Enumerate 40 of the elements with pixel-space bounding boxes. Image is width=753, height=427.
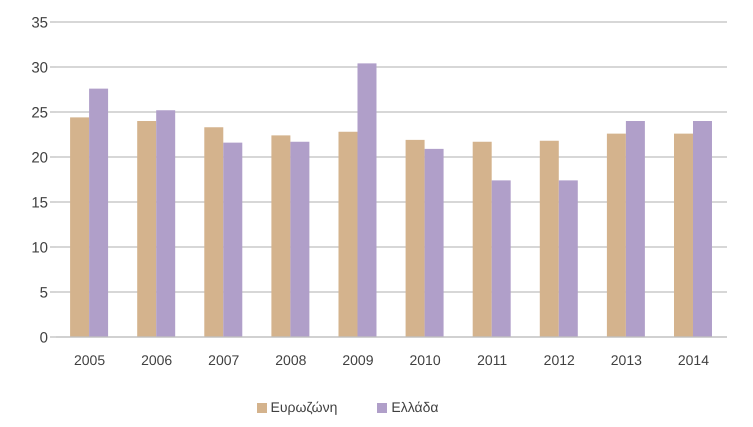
bar xyxy=(223,142,242,337)
x-tick-label: 2014 xyxy=(678,352,710,368)
legend-label: Ελλάδα xyxy=(391,399,438,415)
x-tick-label: 2009 xyxy=(342,352,374,368)
bar xyxy=(540,140,559,337)
y-tick-label: 30 xyxy=(31,59,48,76)
x-tick-label: 2010 xyxy=(409,352,441,368)
bar xyxy=(290,142,310,337)
bar xyxy=(137,121,156,337)
bar xyxy=(492,180,511,337)
bar xyxy=(472,142,492,337)
legend-label: Ευρωζώνη xyxy=(270,399,338,415)
x-tick-label: 2008 xyxy=(275,352,307,368)
bar xyxy=(204,127,224,337)
bar xyxy=(406,140,425,337)
bar xyxy=(89,88,108,337)
bar xyxy=(70,117,90,337)
bar xyxy=(271,135,290,337)
bar xyxy=(626,121,645,337)
bar xyxy=(606,134,626,337)
x-tick-label: 2006 xyxy=(141,352,172,368)
x-tick-label: 2011 xyxy=(477,352,508,368)
x-tick-label: 2013 xyxy=(610,352,642,368)
y-tick-label: 20 xyxy=(31,149,48,166)
x-tick-label: 2012 xyxy=(544,352,576,368)
y-tick-label: 0 xyxy=(40,329,48,346)
bar xyxy=(424,148,444,337)
bar xyxy=(692,121,712,337)
y-tick-label: 5 xyxy=(40,284,48,302)
bar xyxy=(156,110,176,337)
x-tick-label: 2005 xyxy=(74,352,106,368)
x-tick-label: 2007 xyxy=(208,352,240,368)
y-tick-label: 25 xyxy=(31,104,48,122)
y-tick-label: 10 xyxy=(31,239,48,256)
bar xyxy=(338,132,358,337)
bar xyxy=(357,63,376,337)
bar xyxy=(674,134,693,337)
bar xyxy=(558,180,578,337)
y-tick-label: 15 xyxy=(31,194,48,212)
y-tick-label: 35 xyxy=(31,14,48,32)
